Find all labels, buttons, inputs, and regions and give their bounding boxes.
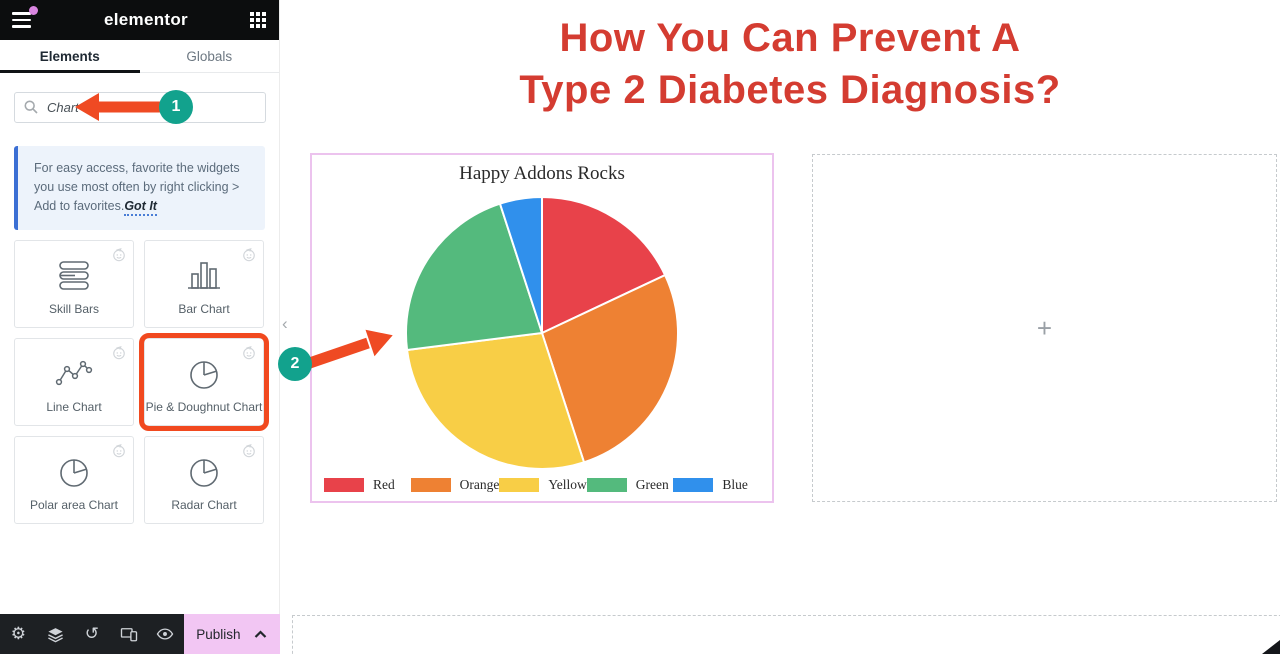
widget-label: Polar area Chart (29, 497, 119, 512)
widget-results-grid: Skill Bars (14, 240, 266, 524)
empty-column-dropzone[interactable]: + (812, 154, 1277, 502)
page-title[interactable]: How You Can Prevent A Type 2 Diabetes Di… (280, 12, 1280, 116)
pie-slice-blue (498, 195, 543, 334)
legend-label: Blue (722, 477, 748, 492)
tab-elements[interactable]: Elements (0, 40, 140, 73)
widget-label: Line Chart (46, 399, 102, 414)
legend-item-yellow: Yellow (499, 477, 587, 493)
notice-text: For easy access, favorite the widgets yo… (34, 161, 240, 213)
pie-chart (404, 195, 680, 476)
widget-pie-doughnut-chart[interactable]: Pie & Doughnut Chart (144, 338, 264, 426)
publish-button[interactable]: Publish (183, 614, 280, 654)
widget-bar-chart[interactable]: Bar Chart (144, 240, 264, 328)
legend-label: Red (373, 477, 395, 492)
widgets-grid-icon[interactable] (250, 11, 267, 29)
got-it-link[interactable]: Got It (124, 198, 157, 216)
search-icon (23, 99, 39, 120)
legend-label: Yellow (548, 477, 587, 492)
widget-polar-area-chart[interactable]: Polar area Chart (14, 436, 134, 524)
legend-swatch (410, 478, 451, 492)
pie-slice-yellow (405, 331, 586, 470)
bottom-section-dropzone[interactable] (292, 615, 1280, 654)
skill-bars-icon (15, 258, 133, 294)
add-widget-plus-icon[interactable]: + (1036, 312, 1053, 343)
polar-area-chart-icon (15, 454, 133, 492)
navigator-layers-icon[interactable] (37, 614, 74, 654)
favorites-notice: For easy access, favorite the widgets yo… (14, 146, 265, 231)
pie-chart-icon (145, 356, 263, 394)
legend-label: Orange (459, 477, 500, 492)
publish-label: Publish (196, 626, 241, 642)
happy-addons-badge-icon (112, 444, 126, 463)
widget-label: Skill Bars (48, 301, 99, 316)
legend-label: Green (635, 477, 669, 492)
line-chart-icon (15, 356, 133, 392)
pie-slice-green (405, 202, 544, 352)
legend-swatch (324, 478, 364, 492)
preview-eye-icon[interactable] (147, 614, 184, 654)
responsive-mode-icon[interactable] (110, 614, 147, 654)
panel-header: elementor (0, 0, 279, 40)
tab-globals[interactable]: Globals (186, 48, 233, 64)
legend-item-green: Green (586, 477, 674, 493)
legend-swatch (499, 478, 540, 492)
legend-item-orange: Orange (410, 477, 500, 493)
legend-item-red: Red (324, 477, 411, 493)
legend-swatch (586, 478, 627, 492)
page-title-line1: How You Can Prevent A (559, 16, 1021, 60)
bar-chart-icon (145, 258, 263, 294)
chart-legend: Red Orange Yellow Green Blue (324, 477, 760, 493)
step1-arrow (75, 93, 170, 121)
pie-chart-widget[interactable]: Happy Addons Rocks Red Orange Yellow Green B… (310, 153, 774, 503)
editor-canvas: How You Can Prevent A Type 2 Diabetes Di… (280, 0, 1280, 654)
pie-slice-orange (540, 273, 679, 464)
widget-label: Bar Chart (178, 301, 230, 316)
widget-line-chart[interactable]: Line Chart (14, 338, 134, 426)
legend-swatch (673, 478, 714, 492)
happy-addons-badge-icon (112, 248, 126, 267)
panel-collapse-icon[interactable]: ‹ (282, 314, 288, 333)
happy-addons-badge-icon (112, 346, 126, 365)
panel-footer: ⚙ ↺ Publish (0, 614, 280, 654)
widget-radar-chart[interactable]: Radar Chart (144, 436, 264, 524)
pie-slice-red (541, 195, 667, 335)
happy-addons-badge-icon (242, 248, 256, 267)
widget-label: Pie & Doughnut Chart (145, 399, 263, 414)
widget-skill-bars[interactable]: Skill Bars (14, 240, 134, 328)
step2-arrow (296, 329, 393, 373)
settings-icon[interactable]: ⚙ (10, 624, 26, 643)
panel-tabs: Elements Globals (0, 40, 279, 73)
mouse-cursor (1262, 640, 1280, 654)
happy-addons-badge-icon (242, 444, 256, 463)
chart-title: Happy Addons Rocks (459, 163, 625, 184)
elementor-logo: elementor (104, 10, 188, 29)
step2-badge: 2 (278, 347, 312, 381)
legend-item-blue: Blue (673, 477, 760, 493)
hamburger-menu-icon[interactable] (12, 6, 42, 33)
radar-chart-icon (145, 454, 263, 492)
notification-dot (29, 6, 38, 15)
happy-addons-badge-icon (242, 346, 256, 365)
widget-label: Radar Chart (171, 497, 237, 512)
publish-options-chevron-icon (255, 629, 267, 638)
history-icon[interactable]: ↺ (84, 624, 99, 643)
step1-badge: 1 (159, 90, 193, 124)
page-title-line2: Type 2 Diabetes Diagnosis? (519, 68, 1061, 112)
